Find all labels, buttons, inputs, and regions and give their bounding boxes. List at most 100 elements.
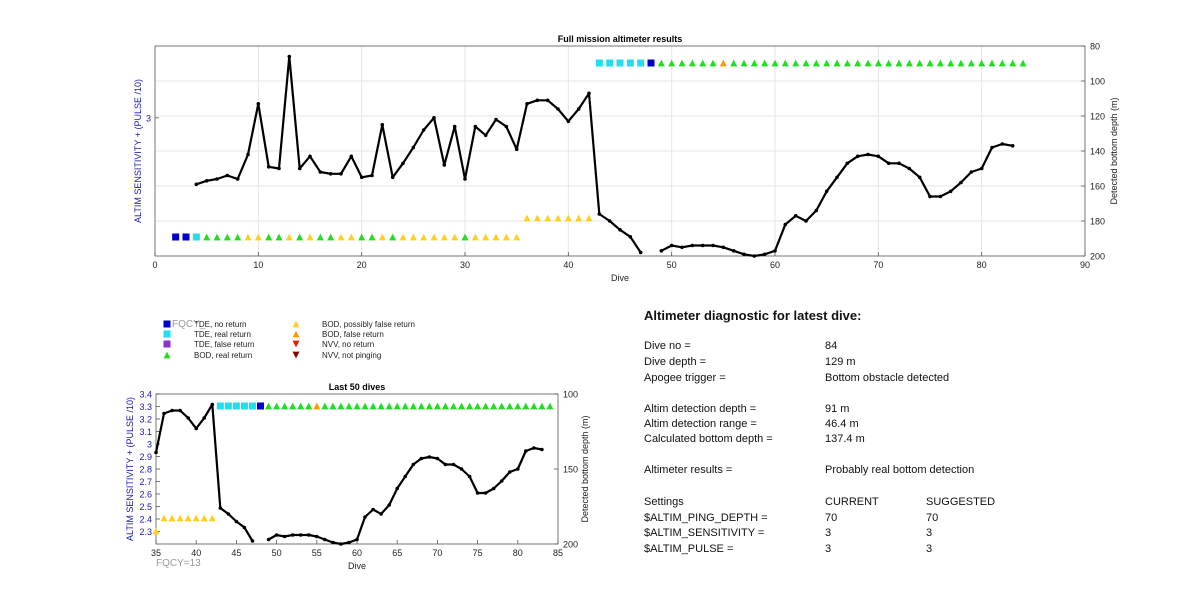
status-marker-bod-real-return bbox=[234, 233, 242, 241]
bottom-depth-point bbox=[990, 145, 994, 150]
status-marker-tde-real-return bbox=[606, 59, 614, 67]
settings-row-ping-depth: $ALTIM_PING_DEPTH = 70 70 bbox=[644, 512, 1184, 526]
status-marker-bod-real-return bbox=[273, 402, 281, 410]
bottom-depth-point bbox=[421, 128, 426, 132]
left-y-tick-label: 3.2 bbox=[139, 415, 152, 425]
diag-row-dive-depth: Dive depth = 129 m bbox=[644, 356, 1184, 370]
status-marker-bod-real-return bbox=[546, 402, 554, 410]
status-marker-tde-real-return bbox=[616, 59, 624, 67]
status-marker-bod-real-return bbox=[353, 402, 361, 410]
diag-label: Apogee trigger = bbox=[644, 372, 726, 384]
x-tick-label: 45 bbox=[231, 548, 241, 558]
status-marker-bod-real-return bbox=[213, 233, 221, 241]
status-marker-bod-possibly-false bbox=[192, 514, 200, 522]
diag-row-detection-depth: Altim detection depth = 91 m bbox=[644, 403, 1184, 417]
status-marker-bod-real-return bbox=[699, 59, 707, 67]
status-marker-bod-real-return bbox=[895, 59, 903, 67]
status-marker-bod-real-return bbox=[377, 402, 385, 410]
bottom-depth-point bbox=[266, 165, 271, 169]
status-marker-bod-real-return bbox=[678, 59, 686, 67]
status-marker-bod-real-return bbox=[393, 402, 401, 410]
x-tick-label: 20 bbox=[357, 260, 367, 270]
x-tick-label: 10 bbox=[253, 260, 263, 270]
left-y-tick-label: 3.1 bbox=[139, 427, 152, 437]
bottom-depth-point bbox=[218, 506, 223, 510]
settings-row-pulse: $ALTIM_PULSE = 3 3 bbox=[644, 543, 1184, 557]
bottom-depth-point bbox=[387, 503, 392, 507]
legend-marker-nvv-not-pinging bbox=[292, 351, 300, 359]
status-marker-bod-real-return bbox=[740, 59, 748, 67]
legend-marker-bod-false-return bbox=[292, 330, 300, 338]
x-tick-label: 30 bbox=[460, 260, 470, 270]
status-marker-tde-no-return bbox=[182, 233, 190, 241]
bottom-depth-point bbox=[290, 533, 295, 537]
status-marker-bod-real-return bbox=[947, 59, 955, 67]
status-marker-tde-real-return bbox=[595, 59, 603, 67]
status-marker-bod-possibly-false bbox=[430, 233, 438, 241]
status-marker-bod-possibly-false bbox=[285, 233, 293, 241]
status-marker-bod-possibly-false bbox=[254, 233, 262, 241]
bottom-depth-point bbox=[395, 486, 400, 491]
left-y-axis-label: ALTIM SENSITIVITY + (PULSE /10) bbox=[133, 79, 143, 223]
legend-label: BOD, false return bbox=[322, 330, 384, 339]
left-y-axis-label: ALTIM SENSITIVITY + (PULSE /10) bbox=[125, 397, 135, 541]
bottom-depth-point bbox=[186, 416, 190, 420]
status-marker-bod-possibly-false bbox=[184, 514, 192, 522]
bottom-depth-point bbox=[235, 177, 240, 181]
left-y-tick-label: 3 bbox=[147, 440, 152, 450]
bottom-depth-point bbox=[721, 245, 726, 250]
status-marker-bod-real-return bbox=[441, 402, 449, 410]
bottom-depth-point bbox=[866, 152, 870, 157]
right-y-tick-label: 100 bbox=[563, 390, 578, 400]
status-marker-tde-real-return bbox=[232, 402, 240, 410]
bottom-depth-point bbox=[680, 245, 684, 250]
status-marker-bod-possibly-false bbox=[409, 233, 417, 241]
bottom-depth-point bbox=[514, 147, 519, 152]
x-tick-label: 50 bbox=[272, 548, 282, 558]
diag-label: Altim detection range = bbox=[644, 418, 757, 430]
status-marker-bod-real-return bbox=[389, 233, 397, 241]
full-mission-chart: 0 10 20 30 40 50 60 70 80 90 80 100 120 140 160 180 200 3… bbox=[133, 34, 1119, 283]
bottom-depth-point bbox=[194, 426, 198, 431]
diag-label: Dive no = bbox=[644, 340, 691, 352]
status-marker-bod-real-return bbox=[327, 233, 335, 241]
diag-value: 84 bbox=[825, 340, 838, 352]
chart-title: Last 50 dives bbox=[329, 382, 386, 392]
diag-label: Altimeter results = bbox=[644, 464, 733, 476]
bottom-depth-point bbox=[566, 119, 571, 124]
bottom-depth-point bbox=[876, 154, 881, 159]
bottom-depth-point bbox=[307, 533, 311, 537]
diag-value: 129 m bbox=[825, 356, 856, 368]
bottom-depth-point bbox=[845, 161, 850, 166]
bottom-depth-point bbox=[804, 219, 808, 223]
bottom-depth-point bbox=[282, 534, 287, 539]
right-y-tick-label: 140 bbox=[1090, 147, 1105, 157]
status-marker-bod-real-return bbox=[709, 59, 717, 67]
status-marker-bod-possibly-false bbox=[451, 233, 459, 241]
bottom-depth-point bbox=[363, 515, 367, 519]
status-marker-bod-possibly-false bbox=[544, 214, 552, 222]
x-tick-label: 0 bbox=[152, 260, 157, 270]
status-marker-tde-real-return bbox=[240, 402, 248, 410]
bottom-depth-point bbox=[587, 91, 591, 96]
status-marker-bod-real-return bbox=[297, 402, 305, 410]
status-marker-bod-real-return bbox=[368, 233, 376, 241]
status-marker-bod-real-return bbox=[265, 402, 273, 410]
status-marker-bod-real-return bbox=[522, 402, 530, 410]
diagnostic-title: Altimeter diagnostic for latest dive: bbox=[644, 308, 862, 323]
status-marker-bod-possibly-false bbox=[440, 233, 448, 241]
status-marker-bod-real-return bbox=[885, 59, 893, 67]
status-marker-bod-possibly-false bbox=[200, 514, 208, 522]
status-marker-bod-possibly-false bbox=[575, 214, 583, 222]
bottom-depth-point bbox=[411, 145, 416, 150]
bottom-depth-point bbox=[535, 98, 540, 103]
x-tick-label: 60 bbox=[352, 548, 362, 558]
bottom-depth-point bbox=[204, 179, 209, 183]
setting-suggested: 3 bbox=[926, 543, 933, 555]
right-y-tick-label: 200 bbox=[563, 540, 578, 550]
bottom-depth-point bbox=[540, 447, 544, 452]
x-tick-label: 70 bbox=[873, 260, 883, 270]
status-marker-bod-real-return bbox=[792, 59, 800, 67]
bottom-depth-point bbox=[669, 243, 674, 248]
settings-header: Settings CURRENT SUGGESTED bbox=[644, 496, 1184, 510]
